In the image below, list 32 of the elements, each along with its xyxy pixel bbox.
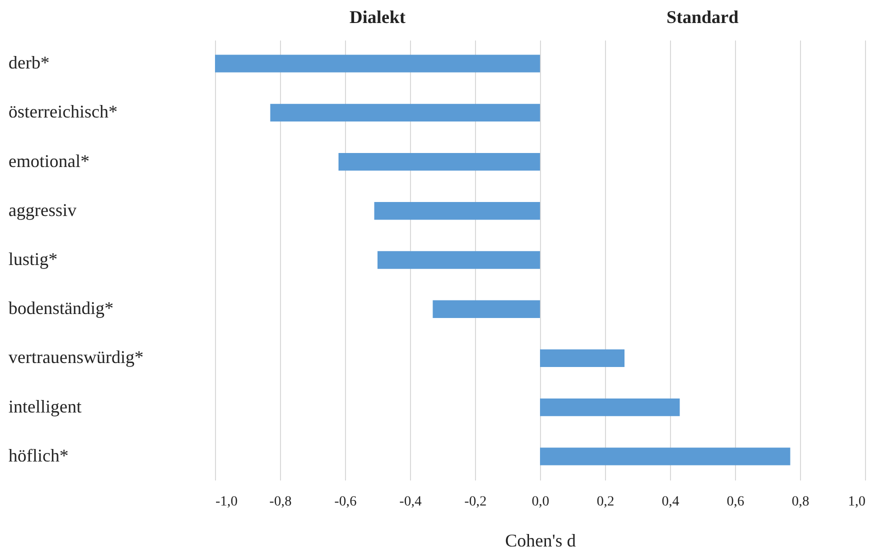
x-tick-label: 1,0 — [848, 494, 866, 510]
x-axis-title: Cohen's d — [505, 530, 576, 550]
x-tick-label: 0,6 — [726, 494, 744, 510]
x-tick-label: 0,2 — [596, 494, 614, 510]
x-tick-label: -0,8 — [269, 494, 292, 510]
bar — [540, 398, 680, 416]
y-tick-label: höflich* — [8, 445, 68, 466]
y-tick-label: intelligent — [8, 396, 82, 416]
bar — [338, 152, 540, 171]
bar — [432, 300, 540, 318]
bar — [270, 104, 540, 122]
bar — [374, 202, 540, 220]
x-tick-label: -0,4 — [399, 494, 422, 510]
bar — [378, 251, 540, 269]
text: Standard — [666, 7, 739, 27]
y-tick-label: lustig* — [8, 249, 58, 269]
bar — [215, 54, 540, 72]
y-tick-label: emotional* — [8, 150, 90, 171]
x-tick-label: -0,2 — [464, 494, 487, 510]
x-tick-label: -1,0 — [216, 494, 238, 510]
bar — [540, 448, 790, 466]
y-tick-label: bodenständig* — [8, 298, 114, 318]
bar — [540, 349, 624, 368]
y-tick-label: aggressiv — [8, 200, 76, 220]
x-tick-label: 0,8 — [792, 494, 810, 510]
text: Dialekt — [350, 7, 406, 27]
y-tick-label: österreichisch* — [8, 102, 118, 122]
y-tick-label: derb* — [8, 52, 50, 73]
x-tick-label: 0,4 — [662, 494, 680, 510]
x-tick-label: 0,0 — [532, 494, 550, 510]
y-tick-label: vertrauenswürdig* — [8, 347, 144, 368]
x-tick-label: -0,6 — [334, 494, 357, 510]
